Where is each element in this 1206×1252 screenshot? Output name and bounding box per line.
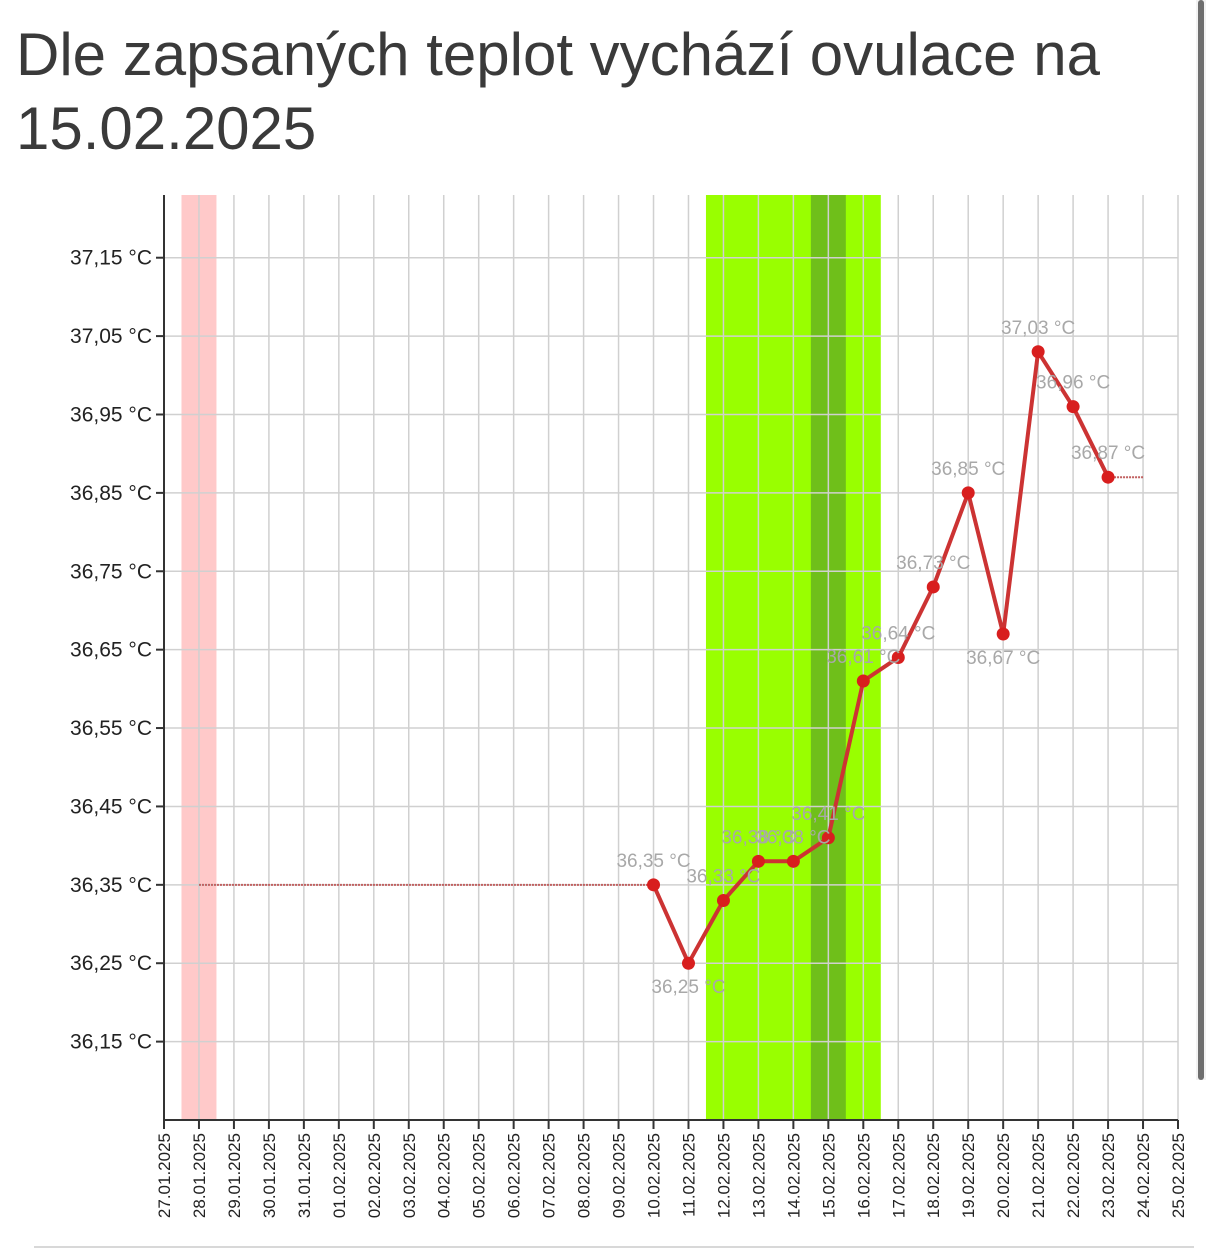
data-point (786, 854, 800, 868)
x-tick-label: 28.01.2025 (190, 1133, 209, 1218)
data-point (1066, 400, 1080, 414)
x-tick-label: 18.02.2025 (924, 1133, 943, 1218)
x-tick-label: 03.02.2025 (400, 1133, 419, 1218)
x-tick-label: 27.01.2025 (155, 1133, 174, 1218)
data-point (716, 894, 730, 908)
x-tick-label: 30.01.2025 (260, 1133, 279, 1218)
data-point (751, 854, 765, 868)
data-label: 36,25 °C (651, 977, 725, 998)
y-tick-label: 36,85 °C (70, 482, 152, 505)
y-axis-ticks: 37,15 °C 37,05 °C 36,95 °C 36,85 °C 36,75 °C… (70, 247, 164, 1054)
data-point (856, 674, 870, 688)
x-tick-label: 08.02.2025 (575, 1133, 594, 1218)
x-tick-label: 21.02.2025 (1029, 1133, 1048, 1218)
x-tick-label: 15.02.2025 (819, 1133, 838, 1218)
series-points (647, 345, 1115, 970)
x-tick-label: 10.02.2025 (645, 1133, 664, 1218)
x-tick-label: 13.02.2025 (749, 1133, 768, 1218)
data-point (926, 580, 940, 594)
x-tick-label: 07.02.2025 (540, 1133, 559, 1218)
data-label: 36,64 °C (861, 624, 935, 645)
data-label: 36,35 °C (616, 851, 690, 872)
y-tick-label: 36,95 °C (70, 403, 152, 426)
page-title: Dle zapsaných teplot vychází ovulace na … (16, 21, 1100, 162)
data-label: 36,96 °C (1036, 373, 1110, 394)
x-tick-label: 31.01.2025 (295, 1133, 314, 1218)
data-point (821, 831, 835, 845)
temperature-line (651, 349, 1110, 966)
phase-bands (181, 195, 881, 1120)
data-label: 36,87 °C (1071, 443, 1145, 464)
x-tick-label: 16.02.2025 (854, 1133, 873, 1218)
data-label: 36,38 °C (721, 827, 795, 848)
data-point (996, 627, 1010, 641)
x-tick-label: 19.02.2025 (959, 1133, 978, 1218)
y-tick-label: 36,15 °C (70, 1031, 152, 1054)
x-tick-label: 12.02.2025 (714, 1133, 733, 1218)
y-tick-label: 36,55 °C (70, 717, 152, 740)
grid-lines (163, 195, 1179, 1120)
y-tick-label: 36,45 °C (70, 795, 152, 818)
y-tick-label: 37,15 °C (70, 247, 152, 270)
x-tick-label: 24.02.2025 (1134, 1133, 1153, 1218)
data-point (647, 878, 661, 892)
series-line (651, 349, 1110, 966)
data-point (961, 486, 975, 500)
y-tick-label: 36,65 °C (70, 639, 152, 662)
extension-lines (198, 476, 1144, 886)
x-tick-label: 11.02.2025 (679, 1133, 698, 1217)
data-label: 36,73 °C (896, 553, 970, 574)
x-tick-label: 17.02.2025 (889, 1133, 908, 1218)
data-label: 36,38 °C (756, 827, 830, 848)
scrollbar-thumb[interactable] (1198, 0, 1204, 1080)
x-tick-label: 01.02.2025 (330, 1133, 349, 1218)
x-tick-label: 22.02.2025 (1064, 1133, 1083, 1218)
x-tick-label: 29.01.2025 (225, 1133, 244, 1218)
x-tick-label: 14.02.2025 (784, 1133, 803, 1218)
bottom-divider (34, 1246, 1194, 1248)
vertical-scrollbar[interactable] (1196, 0, 1206, 1080)
x-axis-ticks: 27.01.2025 28.01.2025 29.01.2025 30.01.2025… (155, 1120, 1188, 1218)
y-tick-label: 36,35 °C (70, 874, 152, 897)
y-tick-label: 36,75 °C (70, 560, 152, 583)
axes (163, 195, 1178, 1121)
x-tick-label: 25.02.2025 (1169, 1133, 1188, 1218)
y-tick-label: 37,05 °C (70, 325, 152, 348)
data-point (681, 956, 695, 970)
data-label: 37,03 °C (1001, 318, 1075, 339)
data-label: 36,41 °C (791, 804, 865, 825)
x-tick-label: 23.02.2025 (1099, 1133, 1118, 1218)
data-label: 36,67 °C (966, 648, 1040, 669)
y-tick-label: 36,25 °C (70, 952, 152, 975)
data-label: 36,61 °C (826, 647, 900, 668)
data-point (891, 651, 905, 664)
data-point (1101, 470, 1115, 484)
x-tick-label: 06.02.2025 (505, 1133, 524, 1218)
data-labels: 36,35 °C 36,25 °C 36,33 °C 36,38 °C36,38 °C… (616, 318, 1145, 998)
data-label: 36,85 °C (931, 459, 1005, 480)
x-tick-label: 09.02.2025 (610, 1133, 629, 1218)
x-tick-label: 02.02.2025 (365, 1133, 384, 1218)
x-tick-label: 05.02.2025 (470, 1133, 489, 1218)
x-tick-label: 20.02.2025 (994, 1133, 1013, 1218)
data-point (1031, 345, 1045, 359)
data-label: 36,33 °C (686, 867, 760, 888)
x-tick-label: 04.02.2025 (435, 1133, 454, 1218)
